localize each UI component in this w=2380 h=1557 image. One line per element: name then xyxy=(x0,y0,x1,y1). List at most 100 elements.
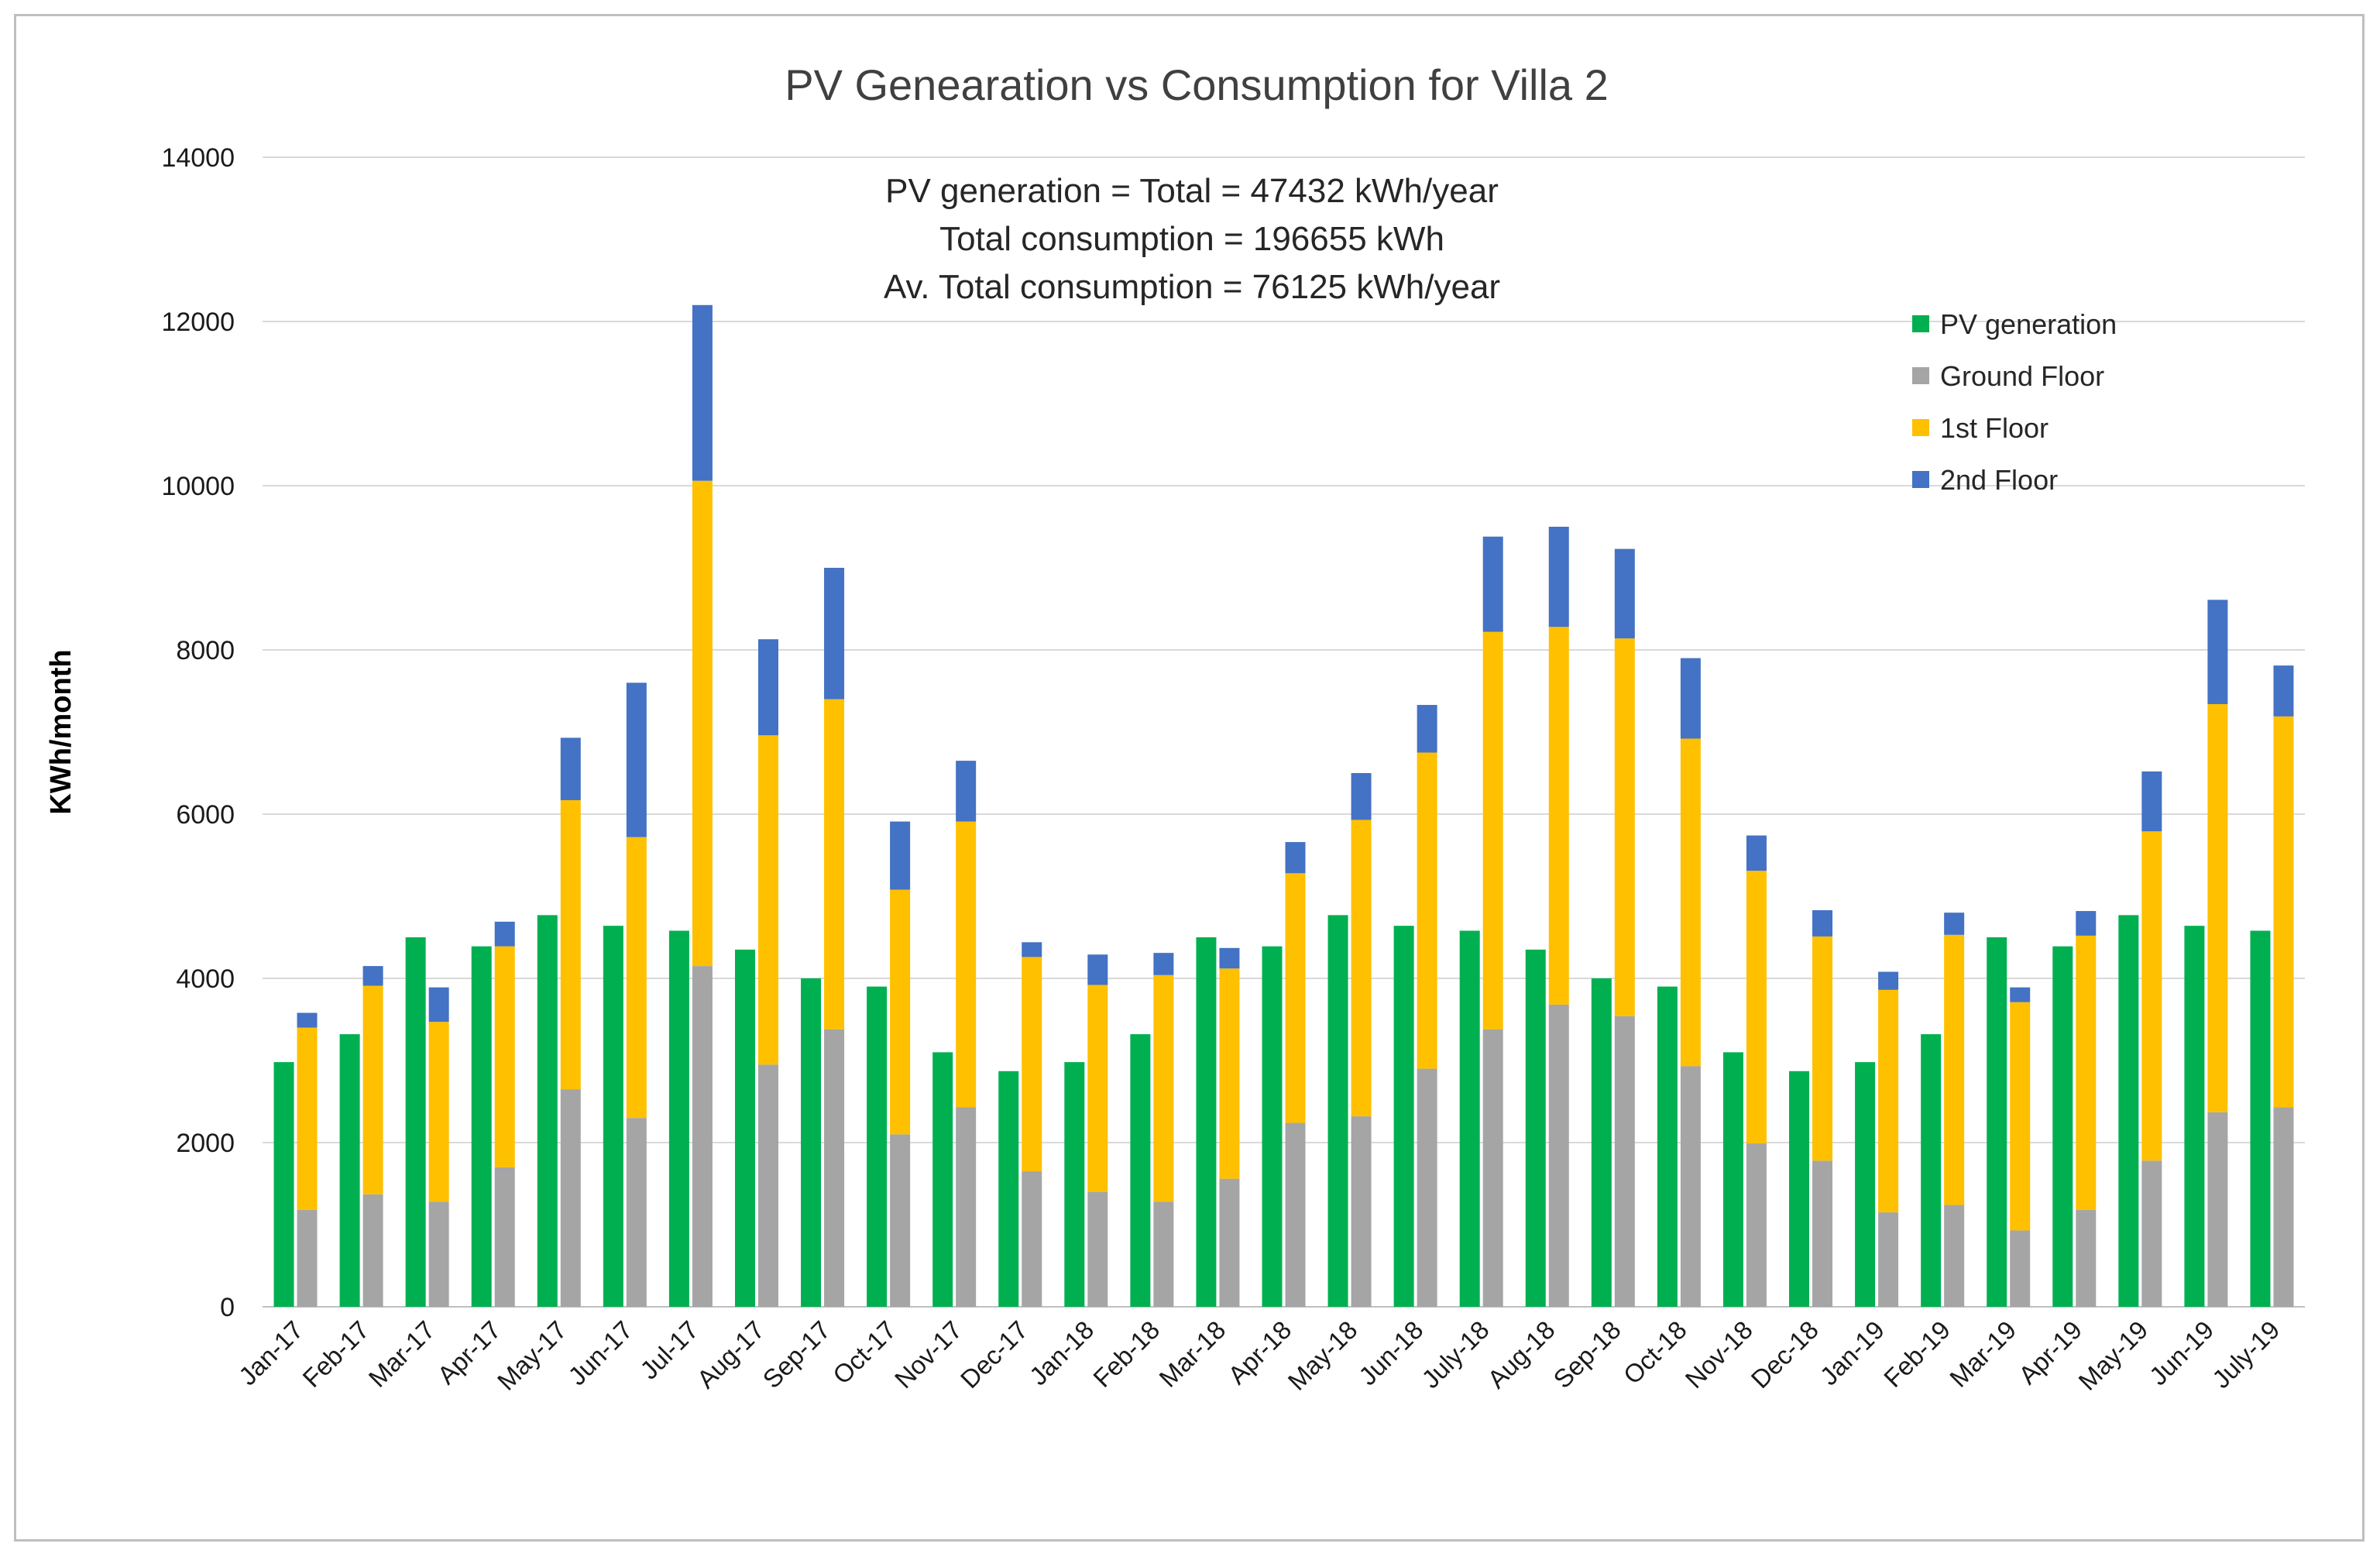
bar-pv-generation xyxy=(1657,986,1678,1307)
bar-ground-floor xyxy=(1087,1191,1108,1307)
x-tick-label: Jan-17 xyxy=(233,1315,309,1391)
legend-label: 1st Floor xyxy=(1940,412,2049,444)
bar-pv-generation xyxy=(867,986,888,1307)
bar-1st-floor xyxy=(1417,752,1437,1069)
bar-ground-floor xyxy=(2273,1107,2294,1307)
bar-ground-floor xyxy=(692,966,713,1307)
y-tick-label: 14000 xyxy=(161,143,235,173)
x-tick-label: Jun-17 xyxy=(562,1315,638,1391)
bar-ground-floor xyxy=(1219,1178,1240,1307)
bar-ground-floor xyxy=(428,1201,449,1307)
bar-ground-floor xyxy=(1680,1066,1701,1307)
bar-ground-floor xyxy=(757,1064,778,1307)
y-tick-label: 2000 xyxy=(176,1129,235,1158)
bar-pv-generation xyxy=(1855,1062,1876,1307)
bar-ground-floor xyxy=(1482,1029,1503,1307)
bar-1st-floor xyxy=(890,889,911,1135)
x-tick-label: Jan-19 xyxy=(1815,1315,1891,1391)
bar-1st-floor xyxy=(1680,738,1701,1067)
bar-1st-floor xyxy=(824,699,845,1029)
x-tick-label: Feb-18 xyxy=(1087,1315,1165,1393)
bar-pv-generation xyxy=(339,1034,360,1307)
legend-label: PV generation xyxy=(1940,308,2117,340)
bar-2nd-floor xyxy=(2141,771,2162,832)
bar-2nd-floor xyxy=(494,921,515,947)
x-tick-label: Mar-19 xyxy=(1944,1315,2021,1393)
bar-pv-generation xyxy=(603,926,623,1307)
bar-2nd-floor xyxy=(757,639,778,736)
bar-1st-floor xyxy=(1548,627,1569,1005)
gridlines xyxy=(263,156,2305,1308)
bar-2nd-floor xyxy=(2076,911,2097,936)
bar-2nd-floor xyxy=(560,737,581,800)
bar-2nd-floor xyxy=(1022,942,1042,957)
bar-1st-floor xyxy=(626,837,647,1119)
bar-2nd-floor xyxy=(1153,953,1174,975)
annotation-pv-total: PV generation = Total = 47432 kWh/year xyxy=(885,172,1499,210)
x-tick-label: Dec-17 xyxy=(955,1315,1033,1394)
bar-ground-floor xyxy=(626,1118,647,1307)
annotation-avg-consumption: Av. Total consumption = 76125 kWh/year xyxy=(884,268,1500,306)
bar-1st-floor xyxy=(1482,631,1503,1029)
bar-ground-floor xyxy=(1614,1016,1635,1307)
bar-pv-generation xyxy=(405,937,426,1307)
bar-pv-generation xyxy=(1722,1052,1743,1307)
bars xyxy=(273,304,2294,1307)
bar-1st-floor xyxy=(1812,936,1833,1161)
bar-2nd-floor xyxy=(2010,987,2031,1002)
bar-ground-floor xyxy=(2141,1160,2162,1307)
bar-1st-floor xyxy=(1746,871,1767,1144)
bar-pv-generation xyxy=(1393,926,1414,1307)
bar-1st-floor xyxy=(2010,1002,2031,1231)
bar-ground-floor xyxy=(297,1209,318,1307)
x-tick-label: Oct-17 xyxy=(827,1315,902,1390)
bar-2nd-floor xyxy=(626,682,647,837)
bar-ground-floor xyxy=(2010,1230,2031,1307)
bar-1st-floor xyxy=(1153,974,1174,1202)
bar-2nd-floor xyxy=(1680,658,1701,739)
bar-ground-floor xyxy=(956,1107,977,1307)
bar-pv-generation xyxy=(932,1052,953,1307)
bar-1st-floor xyxy=(1351,820,1372,1117)
bar-pv-generation xyxy=(2184,926,2205,1307)
x-tick-label: May-17 xyxy=(492,1315,572,1396)
bar-pv-generation xyxy=(2052,946,2073,1307)
legend-swatch xyxy=(1912,471,1929,488)
chart-title: PV Genearation vs Consumption for Villa … xyxy=(785,60,1609,109)
bar-1st-floor xyxy=(494,946,515,1167)
bar-1st-floor xyxy=(362,985,383,1194)
bar-ground-floor xyxy=(560,1089,581,1307)
x-tick-label: July-19 xyxy=(2207,1315,2285,1394)
bar-ground-floor xyxy=(2076,1209,2097,1307)
bar-1st-floor xyxy=(1944,934,1965,1205)
bar-1st-floor xyxy=(428,1022,449,1202)
bar-pv-generation xyxy=(1196,937,1217,1307)
bar-2nd-floor xyxy=(1417,705,1437,753)
bar-2nd-floor xyxy=(362,966,383,986)
bar-2nd-floor xyxy=(956,761,977,822)
x-tick-label: Aug-17 xyxy=(692,1315,770,1394)
x-tick-label: Dec-18 xyxy=(1746,1315,1824,1394)
bar-pv-generation xyxy=(1789,1071,1810,1307)
bar-ground-floor xyxy=(1417,1068,1437,1307)
bar-ground-floor xyxy=(1351,1116,1372,1307)
bar-2nd-floor xyxy=(1614,548,1635,639)
bar-pv-generation xyxy=(471,946,492,1307)
bar-1st-floor xyxy=(1022,957,1042,1172)
bar-ground-floor xyxy=(2207,1112,2228,1307)
x-tick-label: Mar-18 xyxy=(1153,1315,1231,1393)
bar-2nd-floor xyxy=(2207,600,2228,704)
x-tick-label: Jun-19 xyxy=(2144,1315,2220,1391)
bar-1st-floor xyxy=(1878,989,1899,1213)
legend: PV generation Ground Floor 1st Floor 2nd Fl… xyxy=(1912,308,2117,496)
x-tick-label: Aug-18 xyxy=(1482,1315,1560,1394)
bar-1st-floor xyxy=(1219,968,1240,1179)
bar-pv-generation xyxy=(1591,978,1612,1307)
bar-pv-generation xyxy=(801,978,822,1307)
x-tick-label: July-18 xyxy=(1416,1315,1494,1394)
bar-1st-floor xyxy=(956,821,977,1108)
bar-2nd-floor xyxy=(1746,835,1767,871)
x-tick-label: Nov-18 xyxy=(1680,1315,1758,1394)
y-tick-label: 12000 xyxy=(161,308,235,337)
bar-ground-floor xyxy=(1944,1205,1965,1307)
